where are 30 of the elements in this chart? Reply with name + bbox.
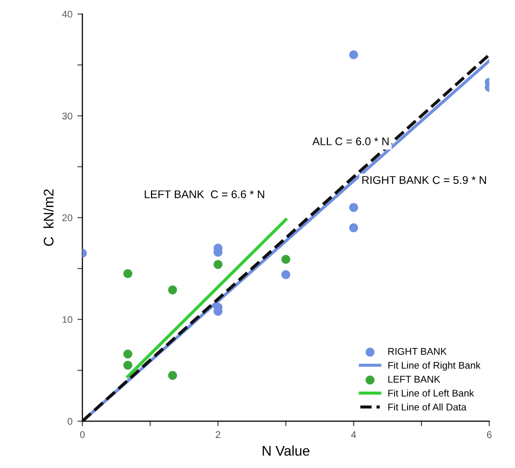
- point: [168, 370, 178, 380]
- legend-label: Fit Line of Right Bank: [388, 362, 481, 371]
- x-tick-label: 2: [216, 431, 220, 438]
- point: [168, 285, 178, 294]
- y-tick-label: 40: [62, 10, 72, 18]
- y-axis-title: C kN/m2: [43, 189, 54, 246]
- point: [349, 202, 358, 212]
- legend-label: Fit Line of All Data: [388, 403, 466, 411]
- annotation: ALL C = 6.0 * N: [312, 137, 389, 146]
- point: [123, 350, 132, 359]
- point: [281, 254, 290, 264]
- x-tick-label: 0: [80, 431, 85, 438]
- x-tick-label: 6: [487, 431, 492, 438]
- legend-label: Fit Line of Left Bank: [388, 389, 474, 397]
- point: [349, 50, 358, 60]
- point: [349, 223, 358, 232]
- point: [214, 260, 223, 269]
- x-axis-title: N Value: [262, 446, 310, 456]
- annotation: LEFT BANK C = 6.6 * N: [144, 190, 264, 198]
- y-tick-label: 0: [68, 418, 72, 425]
- point: [123, 269, 132, 278]
- y-tick-label: 20: [62, 214, 72, 222]
- y-tick-label: 10: [62, 316, 72, 324]
- annotation: RIGHT BANK C = 5.9 * N: [362, 176, 486, 184]
- x-tick-label: 4: [351, 431, 356, 438]
- legend-label: RIGHT BANK: [388, 348, 447, 355]
- legend-label: LEFT BANK: [388, 376, 440, 383]
- y-tick-label: 30: [62, 112, 72, 120]
- point: [281, 270, 290, 280]
- point: [123, 360, 132, 370]
